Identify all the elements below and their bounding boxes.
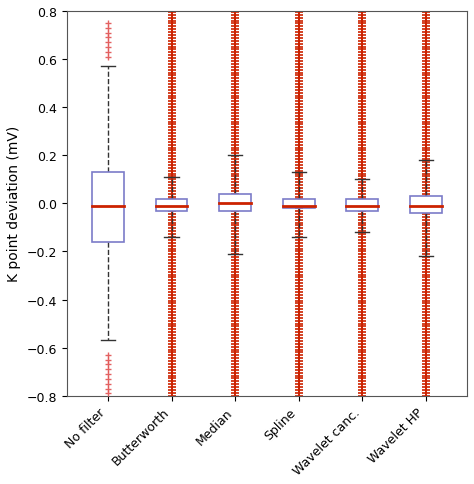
FancyBboxPatch shape	[283, 199, 315, 209]
FancyBboxPatch shape	[92, 173, 124, 242]
FancyBboxPatch shape	[155, 199, 187, 211]
FancyBboxPatch shape	[346, 199, 378, 211]
Y-axis label: K point deviation (mV): K point deviation (mV)	[7, 126, 21, 282]
FancyBboxPatch shape	[410, 197, 442, 213]
FancyBboxPatch shape	[219, 194, 251, 211]
